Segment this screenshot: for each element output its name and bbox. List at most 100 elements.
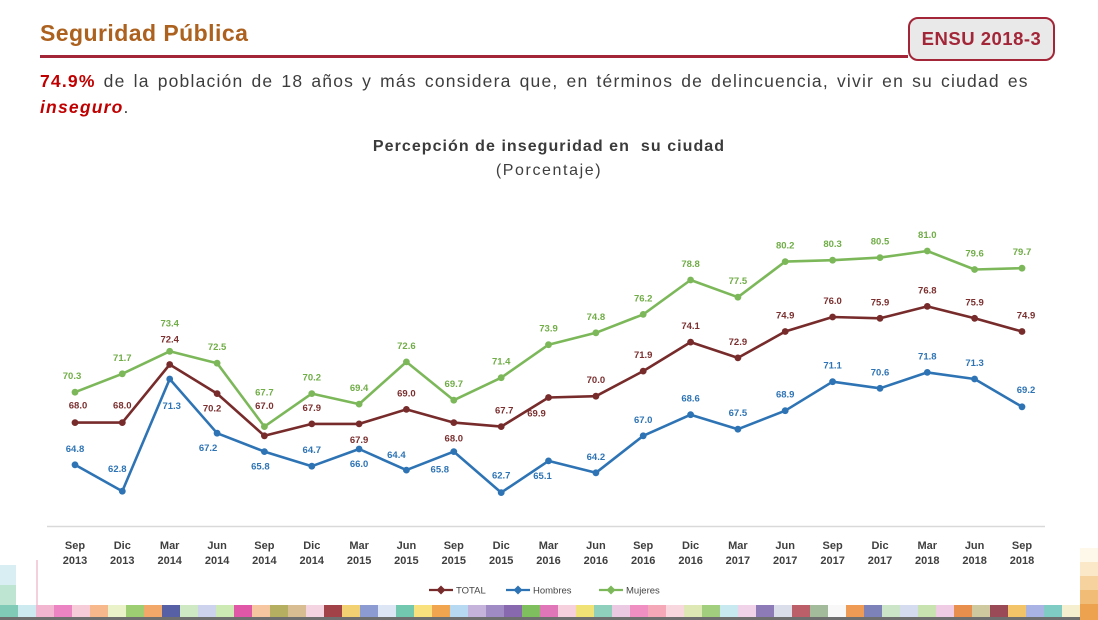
svg-text:Mar: Mar [539, 540, 559, 552]
svg-text:2017: 2017 [726, 555, 750, 567]
svg-text:TOTAL: TOTAL [456, 586, 486, 597]
svg-text:69.4: 69.4 [350, 383, 369, 394]
svg-text:Jun: Jun [207, 540, 227, 552]
svg-text:2016: 2016 [584, 555, 608, 567]
svg-text:71.8: 71.8 [918, 351, 937, 362]
svg-text:71.4: 71.4 [492, 357, 511, 368]
svg-text:77.5: 77.5 [729, 276, 748, 287]
svg-text:2016: 2016 [536, 555, 560, 567]
svg-text:2014: 2014 [252, 555, 277, 567]
svg-text:71.3: 71.3 [162, 401, 181, 412]
svg-text:Sep: Sep [633, 540, 653, 552]
svg-text:76.2: 76.2 [634, 293, 653, 304]
svg-text:73.9: 73.9 [539, 324, 558, 335]
svg-text:67.0: 67.0 [634, 415, 653, 426]
svg-text:Jun: Jun [586, 540, 606, 552]
svg-text:2017: 2017 [820, 555, 844, 567]
svg-text:64.7: 64.7 [303, 445, 322, 456]
svg-text:64.8: 64.8 [66, 444, 85, 455]
svg-text:68.6: 68.6 [681, 394, 700, 405]
svg-text:69.0: 69.0 [397, 388, 416, 399]
svg-text:72.4: 72.4 [160, 335, 179, 346]
svg-text:Jun: Jun [397, 540, 417, 552]
svg-text:74.1: 74.1 [681, 321, 700, 332]
svg-text:2015: 2015 [394, 555, 418, 567]
svg-text:Dic: Dic [871, 540, 888, 552]
svg-text:2014: 2014 [205, 555, 230, 567]
svg-text:67.7: 67.7 [255, 388, 274, 399]
svg-text:67.7: 67.7 [495, 406, 514, 417]
svg-text:70.0: 70.0 [587, 375, 606, 386]
svg-text:2014: 2014 [300, 555, 325, 567]
svg-text:68.0: 68.0 [113, 401, 132, 412]
svg-text:2016: 2016 [631, 555, 655, 567]
svg-text:80.5: 80.5 [871, 237, 890, 248]
svg-text:Hombres: Hombres [533, 586, 572, 597]
svg-text:68.0: 68.0 [445, 434, 464, 445]
svg-text:75.9: 75.9 [871, 297, 890, 308]
svg-text:Dic: Dic [682, 540, 699, 552]
svg-text:69.2: 69.2 [1017, 385, 1036, 396]
svg-text:67.9: 67.9 [303, 403, 322, 414]
svg-text:2018: 2018 [915, 555, 939, 567]
svg-text:71.7: 71.7 [113, 353, 132, 364]
svg-text:74.8: 74.8 [587, 312, 606, 323]
svg-text:78.8: 78.8 [681, 259, 700, 270]
svg-text:75.9: 75.9 [965, 297, 984, 308]
svg-text:72.6: 72.6 [397, 341, 416, 352]
svg-text:2018: 2018 [962, 555, 986, 567]
svg-text:2015: 2015 [347, 555, 371, 567]
svg-text:66.0: 66.0 [350, 459, 369, 470]
svg-text:2015: 2015 [442, 555, 466, 567]
svg-text:64.4: 64.4 [387, 450, 406, 461]
svg-text:Mar: Mar [728, 540, 748, 552]
svg-text:Dic: Dic [493, 540, 510, 552]
svg-text:Mar: Mar [160, 540, 180, 552]
svg-text:65.8: 65.8 [431, 465, 450, 476]
svg-text:79.6: 79.6 [965, 249, 984, 260]
svg-text:2013: 2013 [63, 555, 87, 567]
svg-text:2014: 2014 [157, 555, 182, 567]
svg-text:67.0: 67.0 [255, 401, 274, 412]
svg-text:79.7: 79.7 [1013, 247, 1032, 258]
svg-text:2013: 2013 [110, 555, 134, 567]
svg-text:Mar: Mar [349, 540, 369, 552]
svg-text:65.1: 65.1 [533, 471, 552, 482]
svg-text:62.8: 62.8 [108, 464, 127, 475]
svg-text:76.8: 76.8 [918, 285, 937, 296]
svg-text:68.9: 68.9 [776, 390, 795, 401]
svg-text:70.3: 70.3 [63, 371, 82, 382]
svg-text:71.1: 71.1 [823, 361, 842, 372]
svg-text:80.3: 80.3 [823, 239, 842, 250]
svg-text:Sep: Sep [65, 540, 85, 552]
svg-text:Jun: Jun [775, 540, 795, 552]
svg-text:70.2: 70.2 [303, 373, 322, 384]
svg-text:72.5: 72.5 [208, 342, 227, 353]
svg-text:73.4: 73.4 [160, 318, 179, 329]
svg-text:2015: 2015 [489, 555, 513, 567]
svg-text:2018: 2018 [1010, 555, 1034, 567]
svg-text:Sep: Sep [254, 540, 274, 552]
svg-text:Sep: Sep [444, 540, 464, 552]
svg-text:2016: 2016 [678, 555, 702, 567]
svg-text:68.0: 68.0 [69, 401, 88, 412]
svg-text:65.8: 65.8 [251, 462, 270, 473]
svg-text:2017: 2017 [773, 555, 797, 567]
svg-text:69.9: 69.9 [527, 409, 546, 420]
svg-text:81.0: 81.0 [918, 230, 937, 241]
svg-text:Dic: Dic [114, 540, 131, 552]
svg-text:71.3: 71.3 [965, 358, 984, 369]
svg-text:71.9: 71.9 [634, 350, 653, 361]
svg-text:69.7: 69.7 [445, 379, 464, 390]
svg-text:Mujeres: Mujeres [626, 586, 660, 597]
svg-text:74.9: 74.9 [776, 311, 795, 322]
svg-text:2017: 2017 [868, 555, 892, 567]
svg-text:80.2: 80.2 [776, 241, 795, 252]
svg-text:70.2: 70.2 [203, 404, 222, 415]
svg-text:67.2: 67.2 [199, 443, 218, 454]
svg-text:Jun: Jun [965, 540, 985, 552]
svg-text:62.7: 62.7 [492, 471, 511, 482]
svg-text:Dic: Dic [303, 540, 320, 552]
svg-text:70.6: 70.6 [871, 367, 890, 378]
svg-text:76.0: 76.0 [823, 296, 842, 307]
